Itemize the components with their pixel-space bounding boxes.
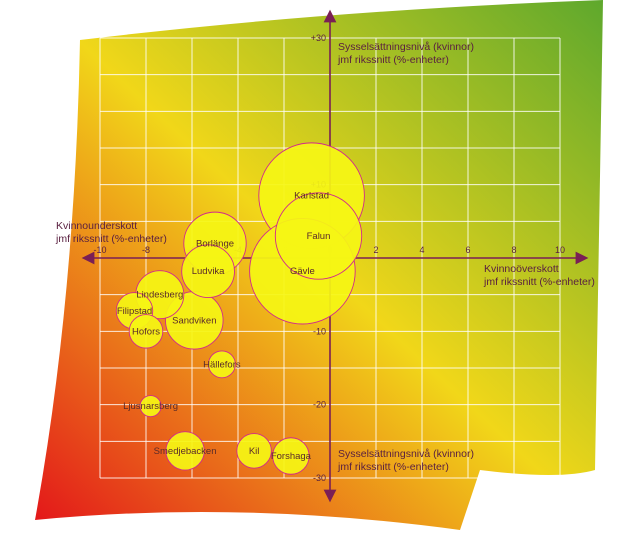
bubble-label-falun: Falun bbox=[307, 231, 331, 242]
x-tick-label: 8 bbox=[511, 245, 516, 255]
bubble-label-kil: Kil bbox=[249, 446, 260, 457]
bubble-ludvika bbox=[181, 244, 235, 299]
y-tick-label: +30 bbox=[311, 33, 326, 43]
x-axis-title-positive: Kvinnoöverskott jmf rikssnitt (%-enheter) bbox=[483, 263, 595, 288]
y-axis-title-bottom-line: jmf rikssnitt (%-enheter) bbox=[337, 461, 449, 473]
bubble-label-hällefors: Hällefors bbox=[203, 359, 241, 370]
x-axis-title-positive-line: jmf rikssnitt (%-enheter) bbox=[483, 276, 595, 288]
bubble-label-sandviken: Sandviken bbox=[172, 315, 216, 326]
bubble-label-ljusnarsberg: Ljusnarsberg bbox=[123, 401, 178, 412]
bubbles bbox=[115, 142, 365, 475]
bubble-label-ludvika: Ludvika bbox=[192, 266, 225, 277]
x-tick-label: 2 bbox=[373, 245, 378, 255]
axes: -10-8-6-4-20246810+30+10-10-20-30Syssels… bbox=[55, 9, 595, 503]
x-tick-label: 10 bbox=[555, 245, 565, 255]
y-axis-title-top-line: jmf rikssnitt (%-enheter) bbox=[337, 54, 449, 66]
bubble-label-karlstad: Karlstad bbox=[294, 191, 329, 202]
x-axis-title-negative-line: jmf rikssnitt (%-enheter) bbox=[55, 233, 167, 245]
y-axis-title-bottom: Sysselsättningsnivå (kvinnor) jmf rikssni… bbox=[337, 448, 474, 473]
y-axis-title-bottom-line: Sysselsättningsnivå (kvinnor) bbox=[338, 448, 474, 460]
y-axis-title-top: Sysselsättningsnivå (kvinnor) jmf rikssni… bbox=[337, 41, 474, 66]
bubble-hällefors bbox=[208, 350, 236, 379]
y-tick-label: -30 bbox=[313, 473, 326, 483]
bubble-forshaga bbox=[272, 437, 310, 475]
bubble-smedjebacken bbox=[165, 431, 205, 471]
x-tick-label: -8 bbox=[142, 245, 150, 255]
x-axis-title-negative-line: Kvinnounderskott bbox=[56, 220, 137, 232]
bubble-label-lindesberg: Lindesberg bbox=[136, 290, 183, 301]
y-tick-label: -10 bbox=[313, 326, 326, 336]
bubble-label-forshaga: Forshaga bbox=[271, 451, 312, 462]
x-tick-label: 6 bbox=[465, 245, 470, 255]
bubble-kil bbox=[236, 433, 272, 469]
bubble-label-filipstad: Filipstad bbox=[117, 306, 152, 317]
x-axis-title-positive-line: Kvinnoöverskott bbox=[484, 263, 559, 275]
x-tick-label: -10 bbox=[93, 245, 106, 255]
x-tick-label: 4 bbox=[419, 245, 424, 255]
bubble-hofors bbox=[128, 314, 164, 349]
bubble-falun bbox=[274, 192, 363, 280]
bubble-label-borlänge: Borlänge bbox=[196, 238, 234, 249]
bubble-label-hofors: Hofors bbox=[132, 326, 160, 337]
y-tick-label: -20 bbox=[313, 400, 326, 410]
x-axis-title-negative: Kvinnounderskott jmf rikssnitt (%-enheter… bbox=[55, 220, 167, 245]
labels: Karlstad Falun Gävle Borlänge Ludvika Lindesb… bbox=[117, 191, 331, 462]
bubble-ljusnarsberg bbox=[139, 395, 162, 418]
bubble-label-smedjebacken: Smedjebacken bbox=[154, 446, 217, 457]
y-axis-title-top-line: Sysselsättningsnivå (kvinnor) bbox=[338, 41, 474, 53]
bubble-label-gävle: Gävle bbox=[290, 266, 315, 277]
